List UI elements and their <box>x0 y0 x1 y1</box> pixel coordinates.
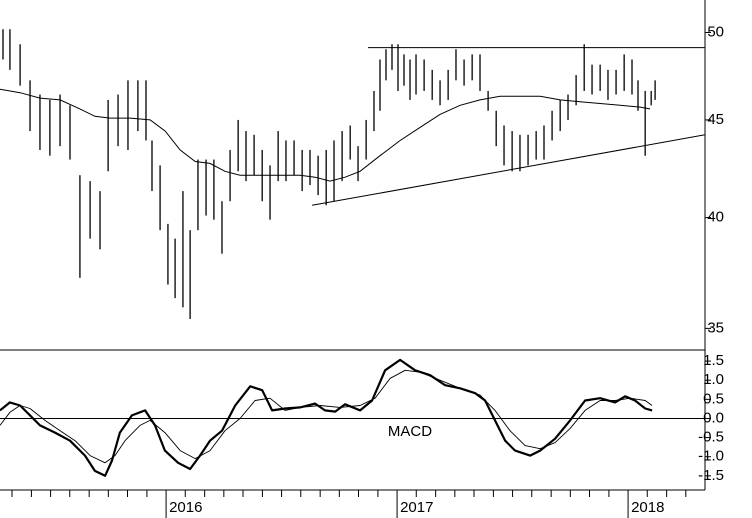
y-tick-label: 50 <box>707 24 724 41</box>
y-tick-label: 0.5 <box>703 390 724 407</box>
x-tick-label: 2016 <box>169 499 202 516</box>
y-tick-label: 1.0 <box>703 371 724 388</box>
line-series <box>0 369 653 464</box>
trendline <box>312 134 706 206</box>
y-tick-label: 1.5 <box>703 352 724 369</box>
y-tick-label: 40 <box>707 209 724 226</box>
y-tick-label: -0.5 <box>698 429 724 446</box>
panel-label: MACD <box>388 423 432 440</box>
moving-average <box>0 88 651 182</box>
line-series <box>0 358 653 477</box>
x-tick-label: 2018 <box>631 499 664 516</box>
y-tick-label: -1.5 <box>698 467 724 484</box>
y-tick-label: 35 <box>707 319 724 336</box>
y-tick-label: 45 <box>707 111 724 128</box>
y-tick-label: 0.0 <box>703 409 724 426</box>
x-tick-label: 2017 <box>400 499 433 516</box>
y-tick-label: -1.0 <box>698 448 724 465</box>
